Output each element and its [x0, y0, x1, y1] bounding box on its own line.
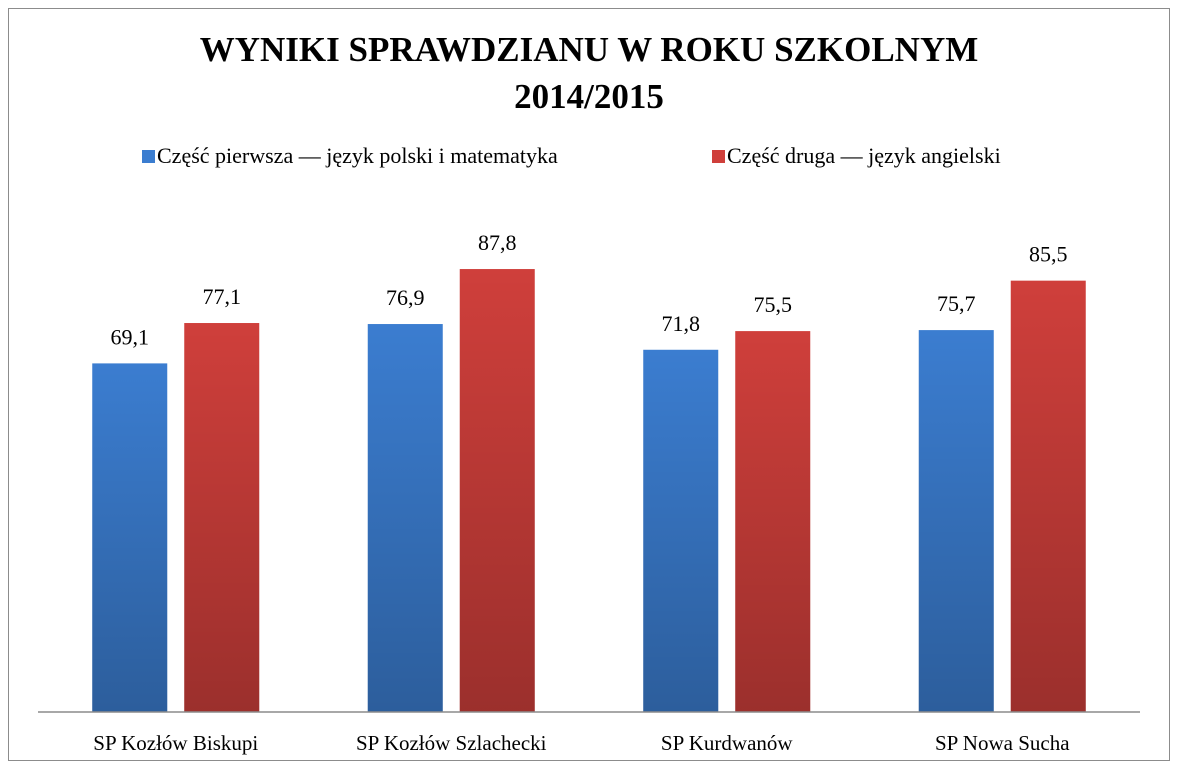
bar-shade	[459, 269, 535, 712]
legend-swatch	[142, 150, 155, 163]
bar-shade	[184, 323, 260, 712]
bar-shade	[367, 324, 443, 712]
bar-shade	[918, 330, 994, 712]
data-label: 87,8	[478, 230, 517, 255]
data-label: 71,8	[662, 311, 701, 336]
x-tick-label: SP Kozłów Szlachecki	[356, 731, 547, 755]
bar-shade	[735, 331, 811, 712]
x-tick-label: SP Nowa Sucha	[935, 731, 1070, 755]
bar-shade	[1010, 280, 1086, 712]
data-label: 69,1	[111, 324, 150, 349]
chart-border	[8, 8, 1170, 761]
bar-shade	[92, 363, 168, 712]
x-tick-label: SP Kurdwanów	[661, 731, 793, 755]
legend-label: Część druga — język angielski	[727, 143, 1001, 168]
data-label: 75,7	[937, 291, 976, 316]
x-tick-label: SP Kozłów Biskupi	[93, 731, 258, 755]
data-label: 76,9	[386, 285, 425, 310]
bar-shade	[643, 349, 719, 712]
legend-label: Część pierwsza — język polski i matematy…	[157, 143, 558, 168]
data-label: 77,1	[203, 284, 242, 309]
chart-title: WYNIKI SPRAWDZIANU W ROKU SZKOLNYM 2014/…	[199, 30, 979, 116]
data-label: 75,5	[754, 292, 793, 317]
legend-swatch	[712, 150, 725, 163]
data-label: 85,5	[1029, 242, 1068, 267]
